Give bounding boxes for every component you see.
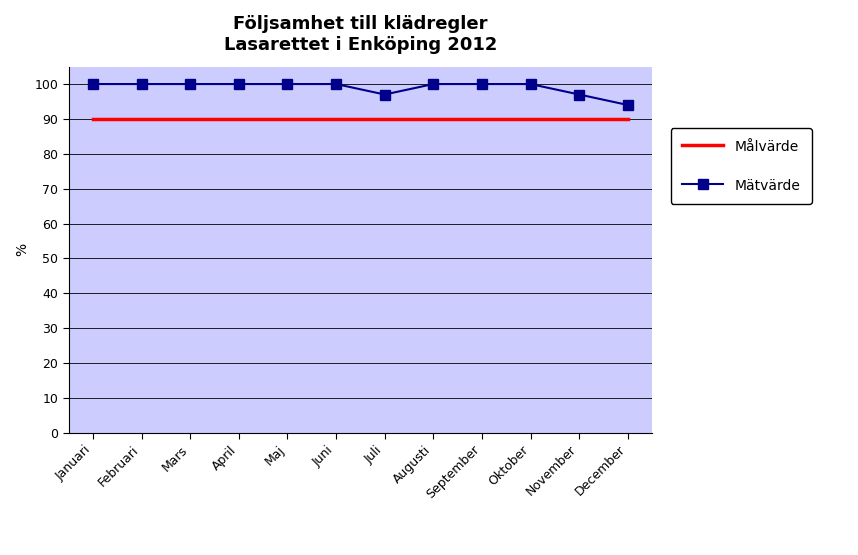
Mätvärde (331, 80, 341, 87)
Mätvärde (574, 91, 584, 98)
Målvärde (185, 115, 196, 122)
Legend: Målvärde, Mätvärde: Målvärde, Mätvärde (671, 129, 812, 204)
Målvärde (574, 115, 584, 122)
Målvärde (525, 115, 535, 122)
Målvärde (477, 115, 487, 122)
Målvärde (136, 115, 147, 122)
Mätvärde (477, 80, 487, 87)
Mätvärde (88, 80, 98, 87)
Målvärde (428, 115, 438, 122)
Mätvärde (623, 102, 633, 108)
Målvärde (88, 115, 98, 122)
Mätvärde (525, 80, 535, 87)
Målvärde (233, 115, 244, 122)
Mätvärde (379, 91, 390, 98)
Title: Följsamhet till klädregler
Lasarettet i Enköping 2012: Följsamhet till klädregler Lasarettet i … (224, 15, 497, 54)
Line: Mätvärde: Mätvärde (88, 79, 632, 110)
Mätvärde (136, 80, 147, 87)
Mätvärde (185, 80, 196, 87)
Målvärde (623, 115, 633, 122)
Målvärde (282, 115, 293, 122)
Y-axis label: %: % (15, 243, 29, 256)
Mätvärde (233, 80, 244, 87)
Mätvärde (282, 80, 293, 87)
Målvärde (331, 115, 341, 122)
Målvärde (379, 115, 390, 122)
Mätvärde (428, 80, 438, 87)
